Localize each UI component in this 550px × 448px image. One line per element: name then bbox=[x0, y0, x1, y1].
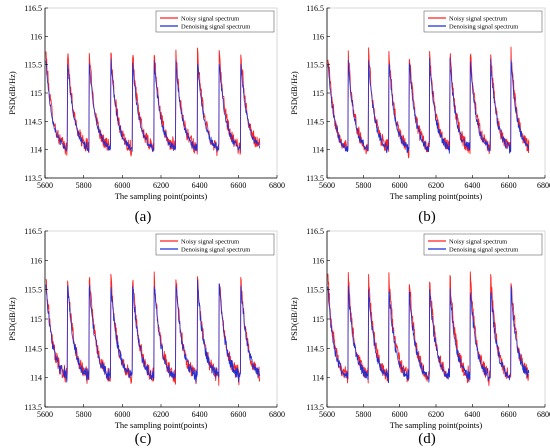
x-tick-label: 5800 bbox=[355, 181, 371, 190]
x-tick-label: 6200 bbox=[428, 181, 444, 190]
x-axis-label: The sampling point(points) bbox=[115, 191, 208, 201]
x-tick-label: 6200 bbox=[153, 181, 169, 190]
y-tick-label: 115.5 bbox=[306, 286, 324, 295]
series-line-denoised bbox=[45, 279, 261, 384]
y-tick-label: 115.5 bbox=[306, 61, 324, 70]
x-axis-label: The sampling point(points) bbox=[390, 191, 483, 201]
y-tick-label: 116.5 bbox=[24, 4, 42, 13]
y-tick-label: 116 bbox=[30, 256, 42, 265]
legend-box bbox=[423, 10, 543, 33]
plot-area bbox=[44, 7, 278, 179]
x-tick-label: 5600 bbox=[37, 410, 53, 419]
x-tick-label: 6600 bbox=[501, 410, 517, 419]
legend-label: Noisy signal spectrum bbox=[449, 16, 507, 23]
panel-d: (d) 5600 5800 6000 6200 6400 6600 6800 113.5 114… bbox=[289, 227, 550, 447]
x-tick-label: 6600 bbox=[501, 181, 517, 190]
x-tick-label: 6200 bbox=[153, 410, 169, 419]
series-line-denoised bbox=[45, 58, 261, 153]
y-tick-label: 113.5 bbox=[306, 174, 324, 183]
panel-b: (b) 5600 5800 6000 6200 6400 6600 6800 113.5 114… bbox=[289, 4, 550, 225]
y-tick-label: 114.5 bbox=[306, 117, 324, 126]
plot-area bbox=[44, 230, 278, 408]
y-tick-label: 113.5 bbox=[24, 403, 42, 412]
legend-box bbox=[423, 233, 543, 256]
y-tick-label: 116.5 bbox=[306, 227, 324, 236]
x-tick-label: 5800 bbox=[76, 410, 92, 419]
x-tick-label: 6800 bbox=[269, 181, 285, 190]
y-tick-label: 114 bbox=[30, 146, 42, 155]
x-tick-label: 6800 bbox=[537, 410, 550, 419]
series-line-noisy bbox=[45, 47, 261, 157]
y-axis-label: PSD(dB/Hz) bbox=[289, 297, 299, 341]
x-tick-label: 5600 bbox=[37, 181, 53, 190]
y-tick-label: 116.5 bbox=[24, 227, 42, 236]
x-tick-label: 6800 bbox=[269, 410, 285, 419]
legend-label: Noisy signal spectrum bbox=[449, 239, 507, 246]
y-tick-label: 115 bbox=[312, 89, 324, 98]
legend-label: Denoising signal spectrum bbox=[449, 247, 518, 254]
x-tick-label: 6800 bbox=[537, 181, 550, 190]
y-axis-label: PSD(dB/Hz) bbox=[7, 71, 17, 115]
x-tick-label: 6600 bbox=[230, 410, 246, 419]
panel-label: (d) bbox=[418, 431, 436, 447]
x-tick-label: 5600 bbox=[319, 410, 335, 419]
y-tick-label: 115 bbox=[30, 315, 42, 324]
y-tick-label: 114.5 bbox=[306, 344, 324, 353]
x-axis-label: The sampling point(points) bbox=[115, 420, 208, 430]
y-tick-label: 115 bbox=[30, 89, 42, 98]
panel-label: (a) bbox=[135, 209, 152, 225]
x-tick-label: 6400 bbox=[464, 181, 480, 190]
y-axis-label: PSD(dB/Hz) bbox=[7, 297, 17, 341]
x-tick-label: 6600 bbox=[230, 181, 246, 190]
y-tick-label: 116.5 bbox=[306, 4, 324, 13]
legend-label: Denoising signal spectrum bbox=[449, 24, 518, 31]
y-tick-label: 116 bbox=[312, 32, 324, 41]
x-tick-label: 6000 bbox=[392, 410, 408, 419]
x-tick-label: 6400 bbox=[464, 410, 480, 419]
y-tick-label: 115.5 bbox=[24, 61, 42, 70]
x-tick-label: 5800 bbox=[355, 410, 371, 419]
plot-area bbox=[326, 7, 546, 179]
panel-label: (c) bbox=[135, 431, 152, 447]
y-tick-label: 114 bbox=[30, 374, 42, 383]
x-tick-label: 5600 bbox=[319, 181, 335, 190]
panel-a: (a) 5600 5800 6000 6200 6400 6600 6800 113.5 114… bbox=[7, 4, 285, 225]
legend-box bbox=[155, 10, 275, 33]
x-tick-label: 6400 bbox=[192, 181, 208, 190]
plot-area bbox=[326, 230, 546, 408]
x-axis-label: The sampling point(points) bbox=[390, 420, 483, 430]
legend-label: Noisy signal spectrum bbox=[181, 239, 239, 246]
y-axis-label: PSD(dB/Hz) bbox=[289, 71, 299, 115]
legend-box bbox=[155, 233, 275, 256]
y-tick-label: 116 bbox=[312, 256, 324, 265]
y-tick-label: 113.5 bbox=[24, 174, 42, 183]
y-tick-label: 114.5 bbox=[24, 344, 42, 353]
y-tick-label: 114 bbox=[312, 374, 324, 383]
y-tick-label: 115 bbox=[312, 315, 324, 324]
x-tick-label: 6000 bbox=[114, 181, 130, 190]
x-tick-label: 6400 bbox=[192, 410, 208, 419]
legend-label: Denoising signal spectrum bbox=[181, 247, 250, 254]
legend-label: Denoising signal spectrum bbox=[181, 24, 250, 31]
x-tick-label: 6000 bbox=[392, 181, 408, 190]
y-tick-label: 115.5 bbox=[24, 286, 42, 295]
series-line-denoised bbox=[327, 285, 530, 384]
x-tick-label: 5800 bbox=[76, 181, 92, 190]
y-tick-label: 114.5 bbox=[24, 117, 42, 126]
y-tick-label: 116 bbox=[30, 32, 42, 41]
x-tick-label: 6000 bbox=[114, 410, 130, 419]
y-tick-label: 114 bbox=[312, 146, 324, 155]
x-tick-label: 6200 bbox=[428, 410, 444, 419]
y-tick-label: 113.5 bbox=[306, 403, 324, 412]
series-line-noisy bbox=[327, 271, 530, 386]
panel-label: (b) bbox=[418, 209, 436, 225]
series-line-denoised bbox=[327, 57, 530, 154]
legend-label: Noisy signal spectrum bbox=[181, 16, 239, 23]
panel-c: (c) 5600 5800 6000 6200 6400 6600 6800 113.5 114… bbox=[7, 227, 285, 447]
